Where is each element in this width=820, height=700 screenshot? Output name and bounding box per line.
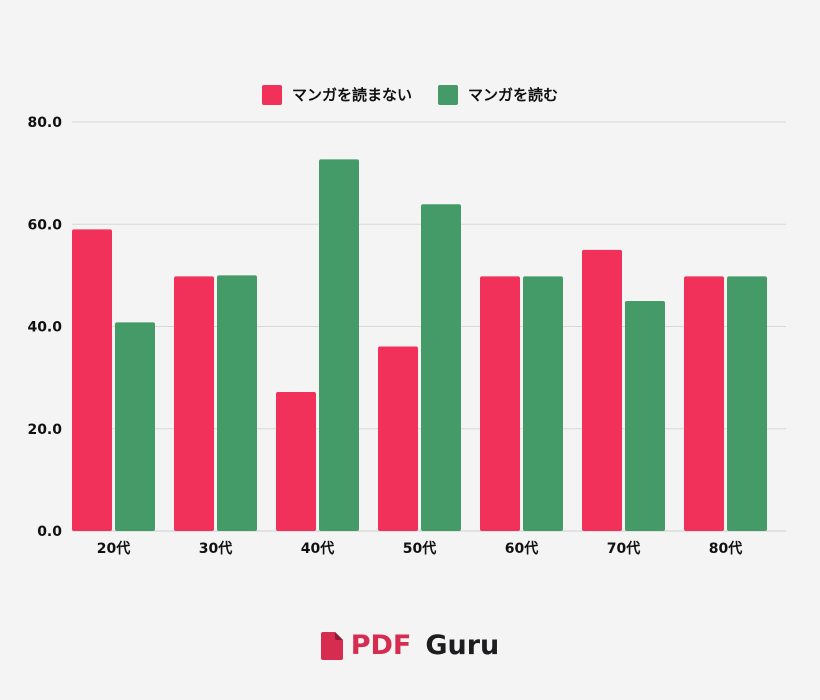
- bar-series-0-6: [684, 276, 724, 531]
- x-tick-label: 20代: [97, 540, 130, 557]
- brand-guru-text: Guru: [425, 630, 500, 661]
- x-tick-label: 80代: [709, 540, 742, 557]
- document-icon: [320, 631, 343, 660]
- legend-swatch-series-1: [438, 84, 458, 105]
- legend-item-series-1: マンガを読む: [438, 84, 558, 105]
- bar-series-0-1: [174, 276, 214, 531]
- y-tick-label: 40.0: [27, 320, 62, 336]
- x-tick-label: 30代: [199, 540, 232, 557]
- brand-logo: PDF Guru: [0, 630, 820, 661]
- y-tick-label: 80.0: [27, 115, 62, 131]
- bar-series-1-3: [421, 204, 461, 531]
- bar-series-0-2: [276, 391, 316, 531]
- y-tick-label: 0.0: [37, 524, 62, 540]
- bar-series-1-2: [319, 159, 359, 532]
- bar-series-0-5: [582, 249, 622, 531]
- x-tick-label: 70代: [607, 540, 640, 557]
- chart-legend: マンガを読まない マンガを読む: [0, 84, 820, 105]
- bar-series-1-5: [625, 300, 665, 531]
- brand-pdf-text: PDF: [350, 630, 412, 661]
- bar-series-1-6: [727, 276, 767, 531]
- bar-series-1-1: [217, 275, 257, 531]
- y-tick-label: 60.0: [27, 217, 62, 233]
- bar-series-0-0: [72, 229, 112, 532]
- bar-series-0-4: [480, 276, 520, 531]
- legend-swatch-series-0: [261, 84, 282, 105]
- y-tick-label: 20.0: [27, 422, 62, 438]
- x-tick-label: 60代: [505, 540, 538, 557]
- bar-series-0-3: [378, 346, 418, 531]
- bar-series-1-4: [523, 276, 563, 531]
- x-tick-label: 40代: [301, 540, 334, 557]
- bar-series-1-0: [115, 322, 155, 531]
- legend-label-series-1: マンガを読む: [468, 86, 559, 104]
- x-tick-label: 50代: [403, 540, 436, 557]
- legend-label-series-0: マンガを読まない: [291, 86, 412, 104]
- legend-item-series-0: マンガを読まない: [261, 84, 412, 105]
